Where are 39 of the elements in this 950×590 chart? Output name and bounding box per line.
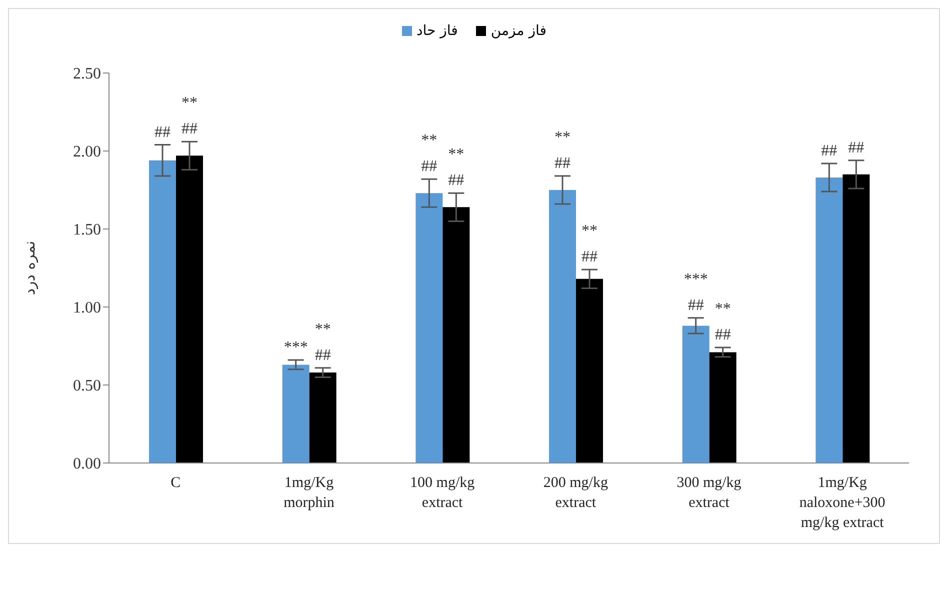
- bar: [816, 178, 843, 463]
- data-label: ** ##: [182, 94, 198, 138]
- legend-label: فاز حاد: [416, 23, 458, 39]
- bar: [149, 160, 176, 463]
- y-tick-label: 1.00: [73, 300, 101, 317]
- data-label: ** ##: [448, 146, 464, 190]
- x-tick-label: 200 mg/kg extract: [543, 475, 608, 511]
- bar: [282, 364, 310, 463]
- y-tick-label: 0.50: [73, 378, 101, 395]
- data-label: ** ##: [421, 132, 438, 176]
- y-tick-label: 2.00: [73, 144, 101, 161]
- bar: [416, 193, 443, 463]
- x-tick-label: 1mg/Kg morphin: [284, 475, 335, 511]
- x-tick-label: 300 mg/kg extract: [676, 475, 742, 511]
- y-tick-label: 0.00: [73, 456, 101, 473]
- data-label: ##: [821, 142, 838, 160]
- bar: [709, 352, 736, 463]
- data-label: *** ##: [684, 270, 708, 314]
- data-label: ##: [154, 124, 170, 141]
- bar: [309, 372, 336, 463]
- x-tick-label: C: [170, 475, 181, 491]
- data-label: ** ##: [714, 300, 731, 344]
- data-label: ** ##: [314, 320, 331, 364]
- bar: [176, 156, 203, 463]
- bar: [442, 207, 470, 463]
- data-label: ***: [284, 339, 308, 356]
- bar: [576, 278, 603, 463]
- data-label: ** ##: [582, 222, 598, 266]
- bar: [842, 174, 870, 463]
- data-label: ** ##: [554, 128, 570, 172]
- y-tick-label: 2.50: [73, 66, 101, 83]
- y-axis-title: نمره درد: [20, 240, 38, 296]
- data-label: ##: [848, 139, 864, 156]
- bar: [549, 190, 576, 463]
- x-tick-label: 1mg/Kg naloxone+300 mg/kg extract: [799, 475, 886, 531]
- bar: [682, 326, 710, 463]
- y-tick-label: 1.50: [73, 222, 101, 239]
- legend-label: فاز مزمن: [490, 23, 546, 39]
- x-tick-label: 100 mg/kg extract: [410, 475, 476, 511]
